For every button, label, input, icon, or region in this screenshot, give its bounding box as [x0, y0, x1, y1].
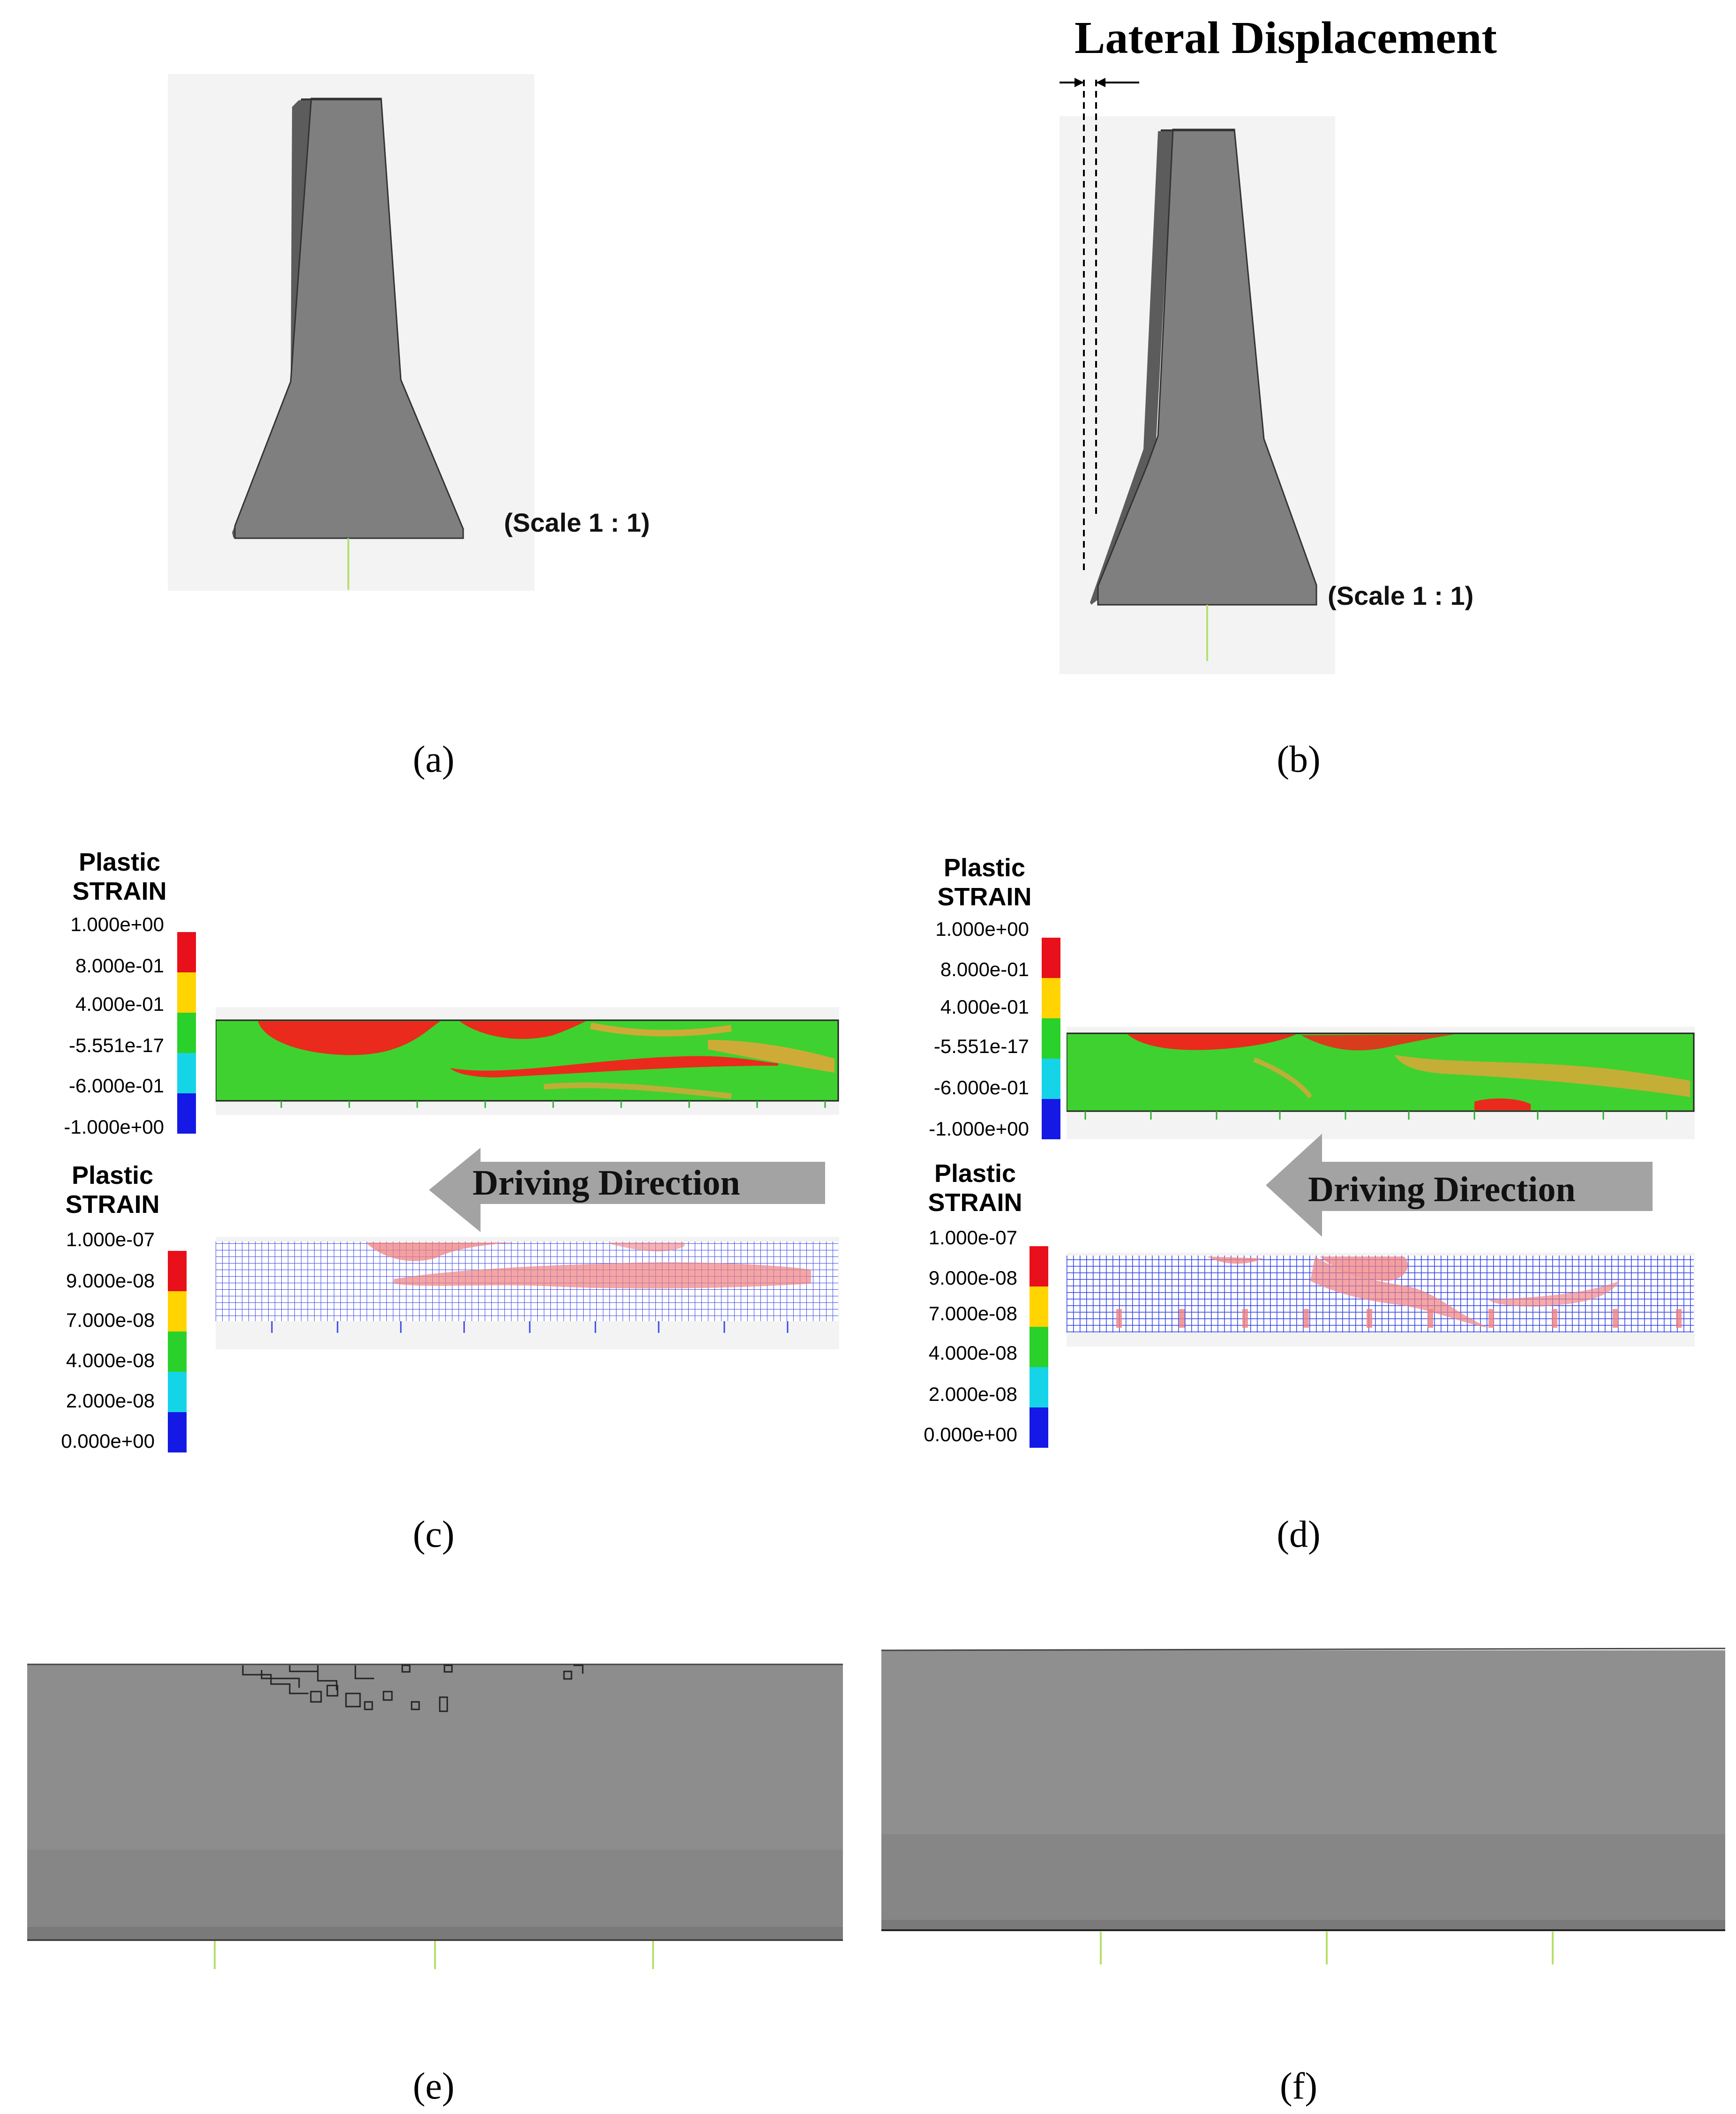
legend-tick: 4.000e-08 — [928, 1342, 1017, 1364]
panel-d-bottom-legend-title: Plastic STRAIN — [928, 1159, 1022, 1217]
panel-b-scale-label: (Scale 1 : 1) — [1328, 581, 1474, 610]
legend-tick: 0.000e+00 — [61, 1430, 155, 1452]
panel-a-scale-label: (Scale 1 : 1) — [504, 508, 650, 537]
lateral-displacement-title: Lateral Displacement — [1075, 13, 1497, 63]
legend-tick: 0.000e+00 — [924, 1423, 1017, 1445]
panel-d-driving-direction-label: Driving Direction — [1308, 1170, 1576, 1209]
panel-a-caption: (a) — [413, 739, 455, 780]
panel-b-caption: (b) — [1277, 739, 1321, 780]
panel-f-caption: (f) — [1280, 2066, 1317, 2107]
panel-c-bottom-legend-title: Plastic STRAIN — [65, 1161, 160, 1219]
legend-tick: -1.000e+00 — [64, 1116, 164, 1138]
legend-tick: 4.000e-01 — [940, 996, 1029, 1018]
legend-tick: 8.000e-01 — [940, 958, 1029, 980]
legend-tick: -5.551e-17 — [68, 1034, 164, 1056]
legend-tick: -6.000e-01 — [933, 1076, 1029, 1098]
panel-a-barrier-figure — [232, 98, 464, 590]
legend-tick: 1.000e+00 — [935, 918, 1029, 940]
panel-c-top-legend-title: Plastic STRAIN — [72, 848, 167, 905]
legend-tick: -5.551e-17 — [933, 1035, 1029, 1057]
panel-c-caption: (c) — [413, 1514, 455, 1555]
legend-tick: 9.000e-08 — [928, 1267, 1017, 1289]
panel-f-barrier-view — [881, 1648, 1725, 1964]
panel-d-top-legend-title: Plastic STRAIN — [937, 854, 1032, 911]
legend-tick: 4.000e-08 — [66, 1349, 155, 1371]
legend-tick: 4.000e-01 — [75, 993, 164, 1015]
legend-tick: 7.000e-08 — [928, 1302, 1017, 1324]
panel-e-caption: (e) — [413, 2066, 455, 2107]
panel-d-caption: (d) — [1277, 1514, 1321, 1555]
panel-c-bottom-mesh-plot — [216, 1237, 839, 1349]
legend-tick: -6.000e-01 — [68, 1075, 164, 1097]
panel-d-top-strain-plot — [1067, 1027, 1695, 1139]
barrier-front-face — [1097, 128, 1317, 606]
panel-c-driving-direction-label: Driving Direction — [473, 1163, 740, 1203]
panel-b-barrier-figure — [1060, 78, 1317, 661]
panel-d-direction-arrow — [1266, 1134, 1653, 1237]
legend-tick: 2.000e-08 — [66, 1390, 155, 1412]
legend-tick: -1.000e+00 — [929, 1118, 1029, 1140]
panel-c-top-strain-plot — [216, 1007, 839, 1115]
legend-tick: 8.000e-01 — [75, 955, 164, 977]
legend-tick: 1.000e-07 — [928, 1226, 1017, 1249]
panel-d-bottom-legend-colorbar — [1030, 1246, 1048, 1448]
legend-tick: 1.000e-07 — [66, 1228, 155, 1250]
legend-tick: 7.000e-08 — [66, 1309, 155, 1331]
panel-c-bottom-legend-colorbar — [168, 1251, 187, 1452]
panel-e-barrier-view — [27, 1663, 843, 1969]
panel-c-top-legend-colorbar — [177, 932, 196, 1134]
panel-c-direction-arrow — [429, 1148, 825, 1232]
legend-tick: 1.000e+00 — [70, 913, 164, 935]
barrier-front-face — [234, 98, 464, 539]
panel-d-top-legend-colorbar — [1042, 938, 1060, 1139]
legend-tick: 2.000e-08 — [928, 1383, 1017, 1405]
legend-tick: 9.000e-08 — [66, 1270, 155, 1292]
panel-d-bottom-mesh-plot — [1067, 1253, 1695, 1347]
